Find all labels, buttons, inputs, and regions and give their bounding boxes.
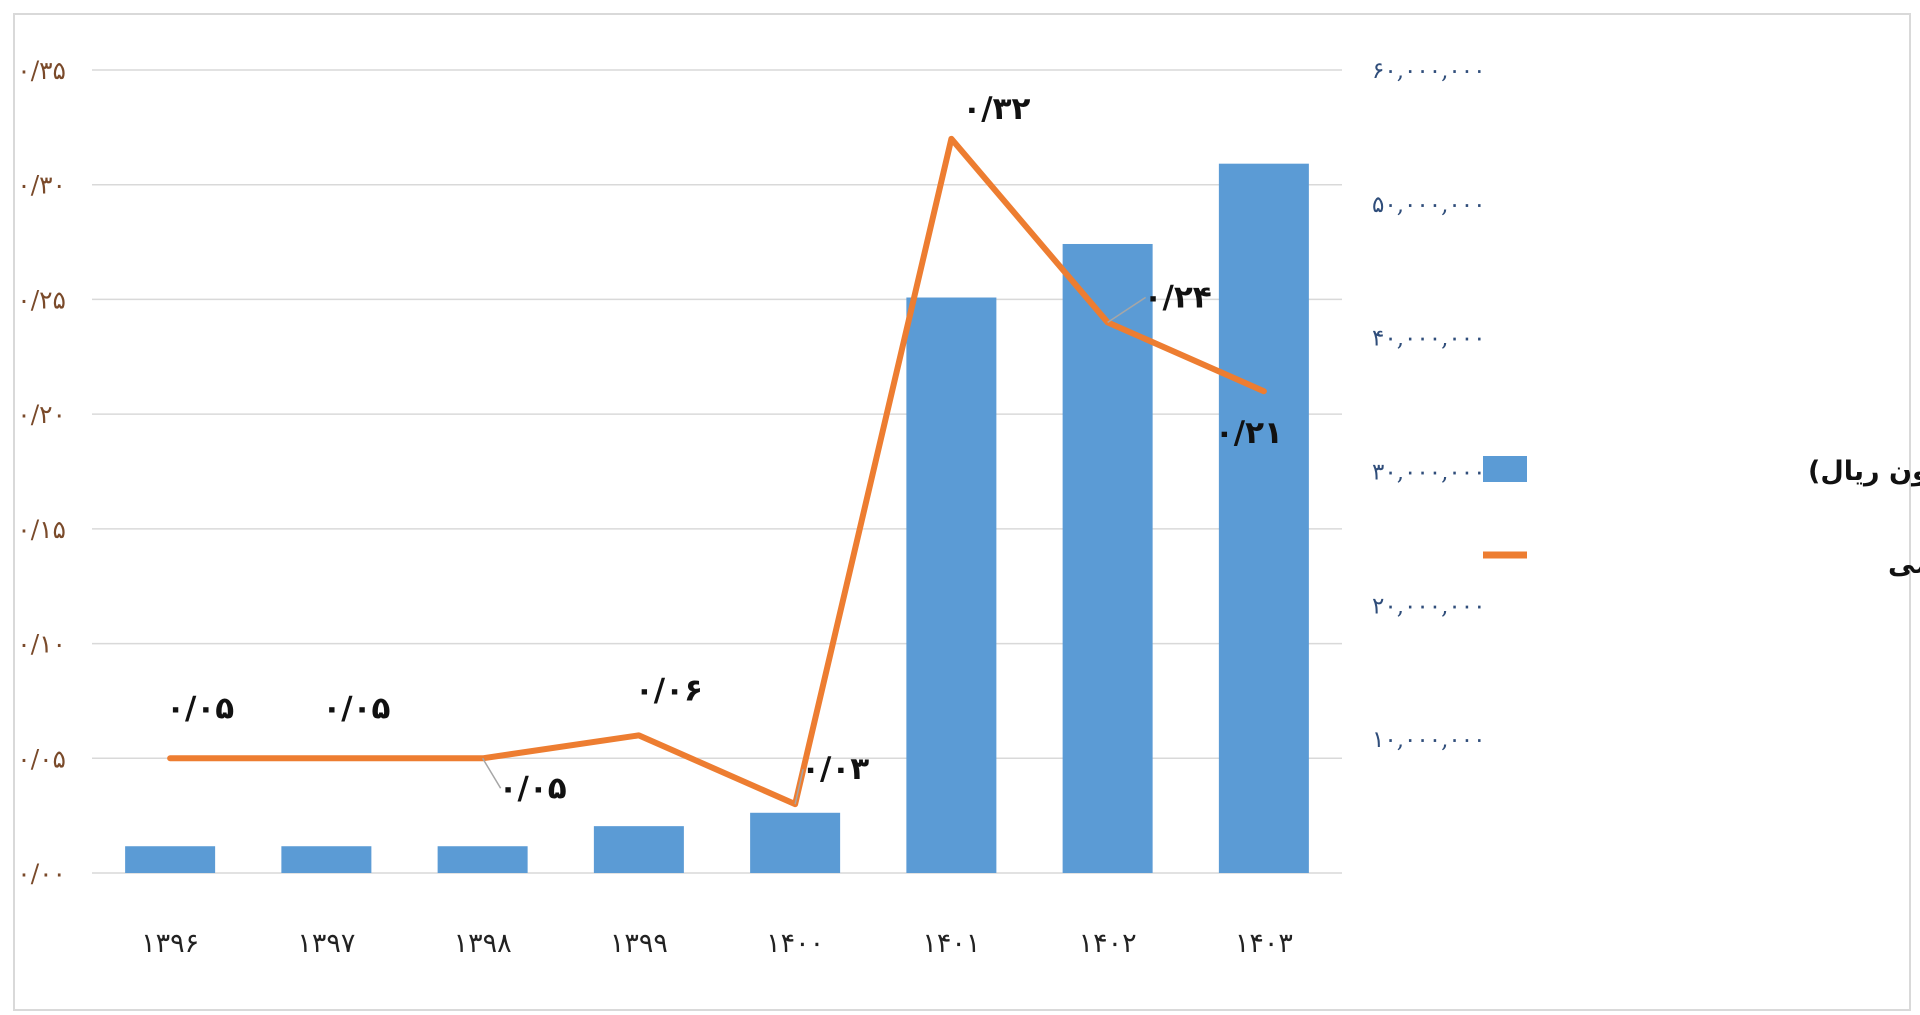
bar <box>125 846 216 873</box>
right-tick-label: ۵۰,۰۰۰,۰۰۰ <box>1372 192 1485 218</box>
right-tick-label: ۲۰,۰۰۰,۰۰۰ <box>1372 593 1485 619</box>
right-tick-label: ۴۰,۰۰۰,۰۰۰ <box>1372 326 1485 352</box>
bar <box>593 826 684 873</box>
x-tick-label: ۱۴۰۳ <box>1235 928 1293 959</box>
x-tick-label: ۱۳۹۶ <box>141 928 199 959</box>
x-tick-label: ۱۴۰۲ <box>1079 928 1137 959</box>
line-path <box>167 135 1267 808</box>
bar <box>1062 243 1153 873</box>
label-leader-line <box>794 769 804 805</box>
left-tick-label: ۰/۱۰ <box>17 630 66 659</box>
left-tick-label: ۰/۲۰ <box>17 400 66 429</box>
x-tick-label: ۱۳۹۹ <box>610 928 668 959</box>
left-tick-label: ۰/۰۰ <box>17 859 66 888</box>
legend-swatch-bars <box>1483 456 1527 482</box>
bar <box>750 812 841 873</box>
data-labels: ۰/۰۵ ۰/۰۵ ۰/۰۵ ۰/۰۶ ۰/۰۳ ۰/۳۲ ۰/۲۴ ۰/۲۱ <box>166 91 1283 806</box>
legend: جمع اعتبارات (میلیون ریال) درصد از سهم ف… <box>1483 456 1920 580</box>
bar <box>906 297 997 873</box>
left-tick-label: ۰/۳۵ <box>17 56 66 85</box>
line-data-label: ۰/۲۱ <box>1215 415 1283 451</box>
left-tick-label: ۰/۰۵ <box>17 744 66 773</box>
right-tick-label: ۳۰,۰۰۰,۰۰۰ <box>1372 460 1485 486</box>
bar <box>281 846 372 873</box>
left-tick-label: ۰/۱۵ <box>17 515 66 544</box>
label-leader-line <box>481 757 502 789</box>
left-tick-label: ۰/۳۰ <box>17 171 66 200</box>
line-data-label: ۰/۰۵ <box>322 690 390 726</box>
line-data-label: ۰/۰۳ <box>801 751 869 787</box>
line-data-label: ۰/۰۵ <box>499 770 567 806</box>
line-series <box>167 135 1267 808</box>
legend-label-line: درصد از سهم فضایی از بودجه عمومی <box>1888 549 1920 580</box>
left-axis-ticks: ۰/۰۰ ۰/۰۵ ۰/۱۰ ۰/۱۵ ۰/۲۰ ۰/۲۵ ۰/۳۰ ۰/۳۵ <box>17 56 66 888</box>
line-data-label: ۰/۰۶ <box>635 672 703 708</box>
x-axis-ticks: ۱۳۹۶ ۱۳۹۷ ۱۳۹۸ ۱۳۹۹ ۱۴۰۰ ۱۴۰۱ ۱۴۰۲ ۱۴۰۳ <box>141 928 1293 959</box>
right-tick-label: ۱۰,۰۰۰,۰۰۰ <box>1372 727 1485 753</box>
x-tick-label: ۱۳۹۷ <box>297 928 355 959</box>
legend-label-bars: جمع اعتبارات (میلیون ریال) <box>1808 456 1920 487</box>
line-data-label: ۰/۰۵ <box>166 690 234 726</box>
bar <box>1218 163 1309 873</box>
line-data-label: ۰/۲۴ <box>1144 279 1212 315</box>
label-leader-line <box>1107 296 1147 323</box>
x-tick-label: ۱۴۰۰ <box>766 928 824 959</box>
right-axis-ticks: ۱۰,۰۰۰,۰۰۰ ۲۰,۰۰۰,۰۰۰ ۳۰,۰۰۰,۰۰۰ ۴۰,۰۰۰,۰۰۰… <box>1372 58 1485 753</box>
x-tick-label: ۱۳۹۸ <box>454 928 512 959</box>
bar <box>437 846 528 873</box>
bar-series <box>125 163 1309 873</box>
line-data-label: ۰/۳۲ <box>962 91 1030 127</box>
x-tick-label: ۱۴۰۱ <box>922 928 980 959</box>
left-tick-label: ۰/۲۵ <box>17 285 66 314</box>
right-tick-label: ۶۰,۰۰۰,۰۰۰ <box>1372 58 1485 84</box>
